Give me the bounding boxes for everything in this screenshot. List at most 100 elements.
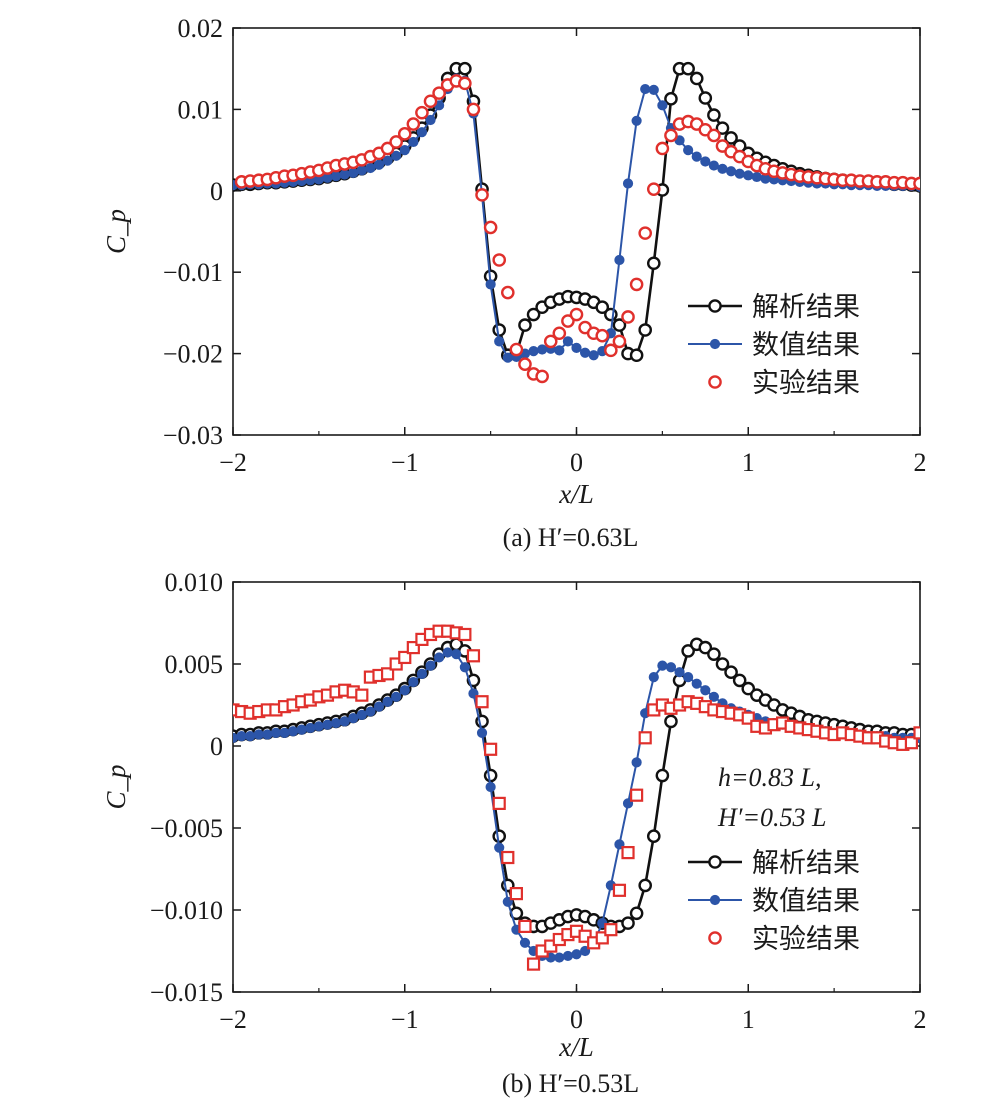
data-point bbox=[365, 706, 376, 717]
data-point bbox=[621, 845, 635, 860]
x-axis-title: x/L bbox=[558, 479, 594, 509]
legend-marker bbox=[708, 855, 722, 869]
annotation-text: H′=0.53 L bbox=[717, 803, 826, 832]
data-point bbox=[562, 950, 574, 962]
y-tick-label: −0.005 bbox=[150, 814, 223, 843]
x-axis-title: x/L bbox=[558, 1032, 594, 1062]
x-tick-label: 1 bbox=[742, 448, 755, 477]
x-tick-label: −2 bbox=[219, 448, 247, 477]
legend-label: 数值结果 bbox=[752, 886, 860, 916]
data-point bbox=[691, 151, 702, 162]
data-point bbox=[526, 307, 541, 322]
data-point bbox=[296, 724, 307, 735]
data-point bbox=[434, 652, 445, 663]
data-point bbox=[707, 647, 721, 661]
data-point bbox=[458, 627, 472, 642]
data-point bbox=[380, 141, 395, 156]
data-point bbox=[526, 957, 541, 971]
data-point bbox=[528, 346, 539, 357]
data-point bbox=[621, 310, 635, 324]
data-point bbox=[492, 829, 507, 844]
data-point bbox=[416, 127, 428, 138]
data-point bbox=[734, 168, 745, 179]
data-point bbox=[629, 906, 644, 921]
data-point bbox=[391, 150, 402, 161]
data-point bbox=[743, 170, 754, 181]
data-point bbox=[365, 162, 376, 174]
data-point bbox=[657, 660, 668, 671]
data-point bbox=[373, 159, 385, 170]
data-point bbox=[595, 328, 610, 343]
panel-caption: (a) H′=0.63L bbox=[503, 523, 639, 552]
y-tick-label: −0.015 bbox=[150, 978, 223, 1007]
x-tick-label: −1 bbox=[391, 448, 419, 477]
y-tick-label: −0.02 bbox=[163, 340, 223, 369]
data-point bbox=[322, 719, 333, 730]
x-tick-label: 0 bbox=[570, 448, 583, 477]
data-point bbox=[913, 176, 920, 191]
data-point bbox=[595, 931, 609, 945]
data-point bbox=[279, 727, 290, 738]
data-point bbox=[571, 342, 582, 354]
data-point bbox=[554, 952, 565, 963]
data-point bbox=[406, 640, 420, 655]
data-point bbox=[646, 829, 661, 844]
data-point bbox=[518, 357, 532, 371]
data-point bbox=[631, 115, 642, 126]
data-point bbox=[631, 757, 642, 768]
data-point bbox=[732, 673, 747, 688]
data-point bbox=[638, 323, 653, 337]
data-point bbox=[604, 307, 618, 322]
data-point bbox=[707, 108, 721, 122]
data-point bbox=[408, 136, 419, 148]
data-point bbox=[518, 919, 532, 934]
data-point bbox=[397, 127, 412, 141]
legend-label: 解析结果 bbox=[752, 848, 860, 878]
data-point bbox=[708, 160, 720, 171]
data-point bbox=[389, 135, 403, 149]
x-tick-label: 1 bbox=[742, 1005, 755, 1034]
data-point bbox=[904, 736, 919, 750]
data-point bbox=[459, 662, 470, 673]
series-experimental bbox=[233, 624, 920, 971]
data-point bbox=[339, 169, 350, 180]
data-point bbox=[638, 878, 653, 893]
data-point bbox=[700, 685, 711, 696]
data-point bbox=[484, 742, 498, 756]
data-point bbox=[648, 672, 659, 683]
data-point bbox=[408, 676, 419, 688]
data-point bbox=[708, 691, 720, 702]
data-point bbox=[569, 307, 584, 322]
data-point bbox=[466, 649, 481, 663]
data-point bbox=[638, 226, 653, 240]
data-point bbox=[458, 61, 472, 76]
data-point bbox=[751, 171, 762, 183]
data-point bbox=[416, 668, 428, 679]
y-axis-title: C_p bbox=[101, 209, 131, 254]
data-point bbox=[674, 667, 685, 678]
data-point bbox=[348, 167, 359, 178]
data-point bbox=[741, 711, 755, 725]
data-point bbox=[622, 178, 634, 189]
x-tick-label: −2 bbox=[219, 1005, 247, 1034]
y-tick-label: 0.005 bbox=[165, 650, 224, 679]
data-point bbox=[648, 84, 659, 95]
data-point bbox=[406, 117, 421, 131]
data-point bbox=[492, 253, 507, 267]
data-point bbox=[475, 695, 489, 709]
data-point bbox=[355, 688, 369, 702]
legend-marker bbox=[708, 375, 722, 389]
data-point bbox=[630, 788, 644, 802]
data-point bbox=[646, 182, 661, 196]
panel-caption: (b) H′=0.53L bbox=[502, 1069, 639, 1098]
data-point bbox=[330, 171, 342, 182]
x-tick-label: 2 bbox=[914, 1005, 927, 1034]
data-point bbox=[485, 781, 496, 793]
data-point bbox=[646, 256, 661, 271]
data-point bbox=[707, 128, 721, 143]
data-point bbox=[629, 348, 644, 363]
